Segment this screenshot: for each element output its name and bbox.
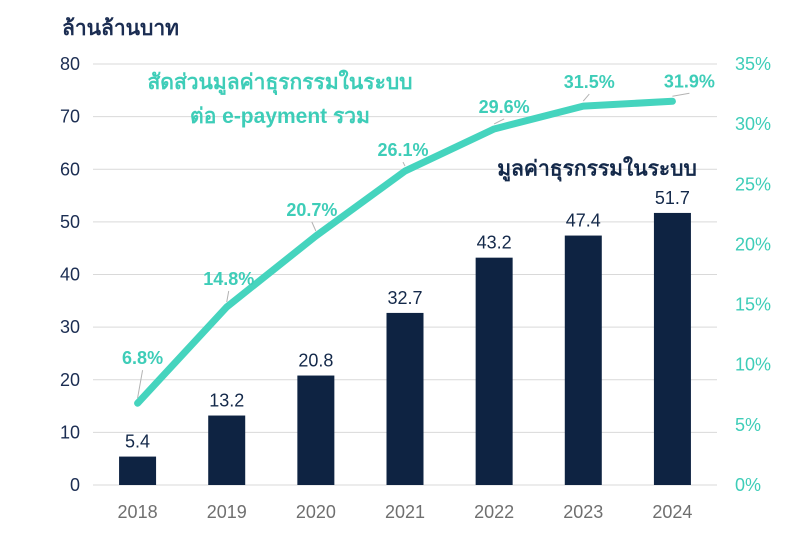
line-percent-label: 20.7%: [286, 200, 337, 220]
bar: [475, 257, 513, 485]
bar-value-label: 5.4: [125, 432, 150, 452]
line-percent-label: 26.1%: [377, 140, 428, 160]
right-axis-tick-label: 20%: [735, 234, 771, 254]
right-axis-tick-label: 35%: [735, 54, 771, 74]
left-axis-unit-label: ล้านล้านบาท: [62, 17, 179, 40]
left-axis-tick-label: 10: [60, 422, 80, 442]
line-percent-label: 29.6%: [479, 97, 530, 117]
bar: [297, 375, 335, 485]
bar: [564, 235, 602, 485]
right-axis-tick-label: 0%: [735, 475, 761, 495]
bar-value-label: 47.4: [566, 211, 601, 231]
leader-line: [672, 92, 690, 97]
line-series-label: สัดส่วนมูลค่าธุรกรรมในระบบ ต่อ e-payment…: [147, 66, 412, 134]
x-axis-label: 2024: [652, 502, 692, 522]
right-axis-tick-label: 30%: [735, 114, 771, 134]
line-series-label-line1: สัดส่วนมูลค่าธุรกรรมในระบบ: [147, 71, 413, 94]
left-axis-tick-label: 50: [60, 212, 80, 232]
x-axis-label: 2021: [385, 502, 425, 522]
leader-line: [311, 221, 317, 232]
x-axis-label: 2020: [296, 502, 336, 522]
x-axis-label: 2023: [563, 502, 603, 522]
x-axis-label: 2018: [118, 502, 158, 522]
right-axis-tick-label: 25%: [735, 174, 771, 194]
bar-value-label: 43.2: [477, 233, 512, 253]
bar-series-label: มูลค่าธุรกรรมในระบบ: [497, 157, 697, 181]
right-axis-tick-label: 10%: [735, 355, 771, 375]
left-axis-tick-label: 80: [60, 54, 80, 74]
bar: [208, 415, 246, 485]
bar: [386, 312, 424, 485]
left-axis-tick-label: 60: [60, 159, 80, 179]
line-percent-label: 6.8%: [122, 348, 163, 368]
line-percent-label: 31.9%: [664, 71, 715, 91]
left-axis-tick-label: 20: [60, 370, 80, 390]
line-percent-label: 14.8%: [203, 269, 254, 289]
bar-value-label: 32.7: [387, 288, 422, 308]
line-percent-label: 31.5%: [564, 72, 615, 92]
leader-line: [226, 290, 230, 303]
trend-line: [134, 97, 676, 407]
line-series-label-line2: ต่อ e-payment รวม: [190, 105, 370, 128]
leader-line: [402, 161, 406, 167]
bar-value-label: 13.2: [209, 391, 244, 411]
x-axis-label: 2019: [207, 502, 247, 522]
right-axis-tick-label: 5%: [735, 415, 761, 435]
x-axis-label: 2022: [474, 502, 514, 522]
bar: [119, 456, 157, 485]
bar: [653, 212, 691, 485]
left-axis-tick-label: 0: [70, 475, 80, 495]
bar-value-label: 20.8: [298, 351, 333, 371]
bar-value-label: 51.7: [655, 188, 690, 208]
leader-line: [493, 118, 505, 125]
leader-line: [137, 370, 144, 399]
right-axis-tick-label: 15%: [735, 295, 771, 315]
left-axis-tick-label: 40: [60, 265, 80, 285]
leader-line: [582, 93, 590, 102]
left-axis-tick-label: 70: [60, 107, 80, 127]
left-axis-tick-label: 30: [60, 317, 80, 337]
